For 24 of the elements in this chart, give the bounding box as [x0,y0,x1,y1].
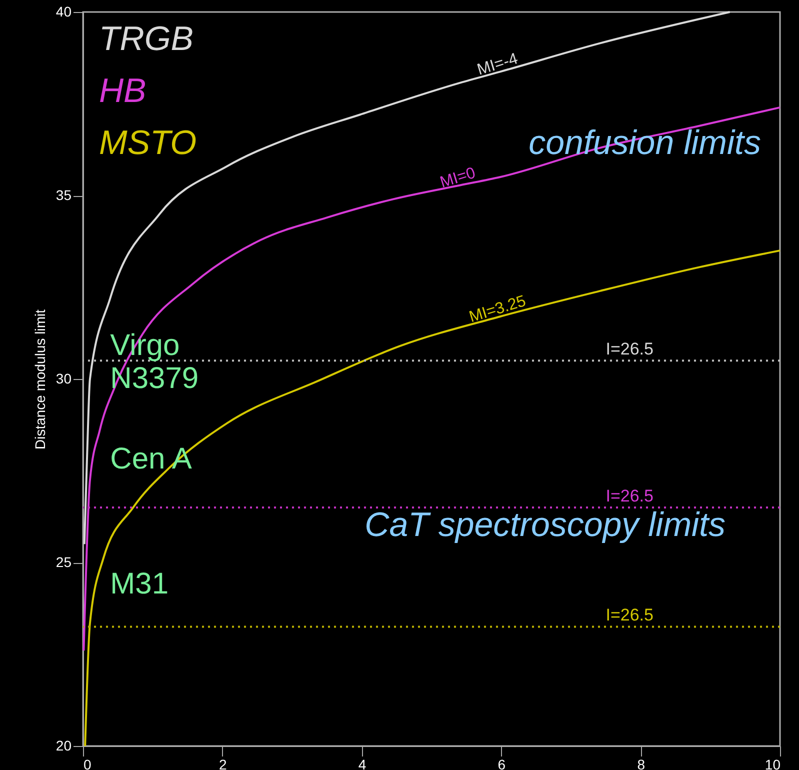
y-tick-label: 20 [56,738,72,754]
x-tick-label: 0 [84,756,92,770]
annotation: I=26.5 [606,340,654,359]
y-tick-label: 40 [56,4,72,20]
x-tick-label: 8 [637,756,646,770]
y-axis-title: Distance modulus limit [32,309,48,450]
annotation: M31 [110,568,169,601]
x-tick-label: 2 [219,756,227,770]
y-tick-label: 35 [56,187,72,203]
annotation: MI=-4 [475,50,520,79]
annotation: CaT spectroscopy limits [364,506,726,544]
x-tick-label: 10 [764,756,781,770]
annotation: MI=3.25 [467,292,528,326]
y-tick-label: 25 [56,554,72,570]
annotation: I=26.5 [606,486,654,506]
text: MSTO [99,124,197,162]
text: TRGB [99,20,194,58]
y-tick-label: 30 [56,370,72,386]
x-tick-label: 4 [358,756,366,770]
line-series [82,106,781,652]
x-tick-label: 6 [498,756,506,770]
annotation: I=26.5 [606,606,654,625]
annotation: MI=0 [438,164,478,192]
text: HB [99,72,146,110]
